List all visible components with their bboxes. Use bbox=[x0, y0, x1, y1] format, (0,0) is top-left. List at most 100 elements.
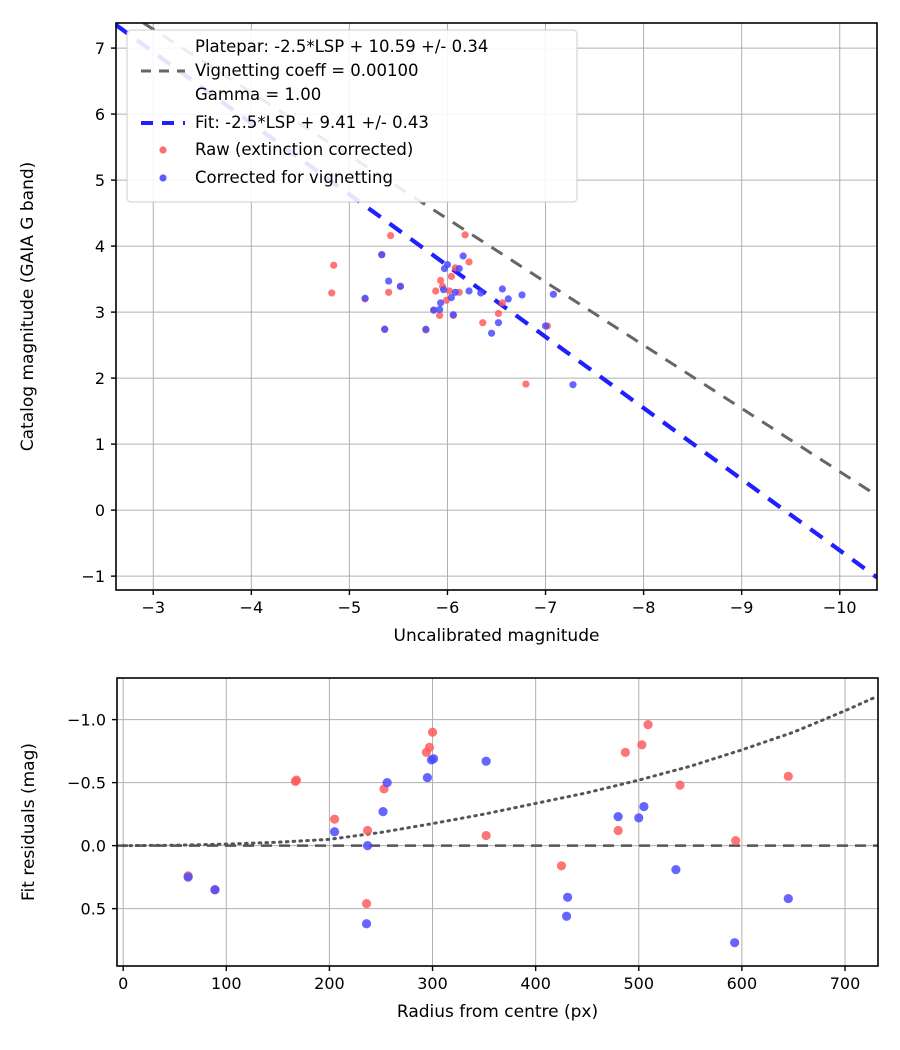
y-tick-label: 0.5 bbox=[81, 900, 106, 919]
panel-fit-residuals: 0 100 200 300 400 500 600 700 0.5 0.0 −0.5 −1.0 Radi… bbox=[19, 677, 879, 1022]
y-tick-label: 7 bbox=[95, 39, 105, 58]
y-axis-label: Catalog magnitude (GAIA G band) bbox=[18, 162, 38, 452]
x-tick-label: −6 bbox=[436, 598, 460, 617]
y-tick-label: 0 bbox=[95, 501, 105, 520]
data-point bbox=[436, 311, 444, 320]
y-tick-label: 2 bbox=[95, 369, 105, 388]
data-point bbox=[465, 287, 473, 295]
x-tick-label: −7 bbox=[534, 598, 558, 617]
y-tick-label: 3 bbox=[95, 303, 105, 322]
data-point bbox=[329, 827, 340, 837]
legend-dot-marker bbox=[159, 174, 167, 182]
data-point bbox=[637, 740, 647, 750]
data-point bbox=[643, 720, 653, 730]
data-point bbox=[498, 285, 506, 293]
data-point bbox=[427, 727, 438, 737]
x-axis-label: Radius from centre (px) bbox=[397, 1002, 598, 1022]
data-point bbox=[556, 861, 567, 871]
axes-frame bbox=[116, 677, 879, 967]
data-point bbox=[569, 381, 577, 389]
x-tick-label: −10 bbox=[823, 598, 857, 617]
data-point bbox=[730, 938, 740, 948]
x-tick-label: 500 bbox=[623, 974, 654, 993]
legend-entry-label: Raw (extinction corrected) bbox=[195, 140, 413, 159]
data-point bbox=[210, 885, 220, 895]
data-point bbox=[461, 231, 469, 239]
data-point bbox=[329, 814, 340, 824]
data-point bbox=[385, 277, 393, 285]
data-point bbox=[561, 911, 572, 921]
data-point bbox=[522, 380, 530, 388]
data-point bbox=[541, 322, 550, 330]
data-point bbox=[487, 329, 496, 337]
y-tick-label: 6 bbox=[95, 105, 105, 124]
data-point bbox=[451, 288, 459, 296]
data-point bbox=[183, 872, 193, 882]
legend: Platepar: -2.5*LSP + 10.59 +/- 0.34 Vigne… bbox=[126, 29, 578, 203]
data-point bbox=[477, 289, 485, 297]
data-point bbox=[620, 747, 630, 757]
legend-entry-label: Corrected for vignetting bbox=[195, 168, 393, 187]
data-point bbox=[447, 293, 455, 302]
y-tick-label: 0.0 bbox=[81, 837, 106, 856]
data-point bbox=[291, 775, 302, 785]
data-point bbox=[330, 261, 338, 269]
data-point bbox=[455, 264, 463, 273]
data-point bbox=[518, 291, 526, 299]
data-point bbox=[378, 251, 386, 259]
data-point bbox=[424, 742, 435, 752]
data-point bbox=[675, 780, 685, 790]
series-corrected bbox=[361, 251, 577, 389]
x-tick-label: 0 bbox=[118, 974, 128, 993]
data-point bbox=[396, 282, 404, 290]
x-tick-label: −3 bbox=[141, 598, 165, 617]
legend-dot-marker bbox=[159, 146, 167, 154]
data-layer bbox=[117, 695, 878, 948]
data-point bbox=[504, 295, 512, 303]
legend-entry-label: Fit: -2.5*LSP + 9.41 +/- 0.43 bbox=[195, 113, 429, 132]
y-tick-label: 4 bbox=[95, 237, 105, 256]
x-tick-label: −8 bbox=[632, 598, 656, 617]
data-point bbox=[361, 919, 372, 929]
data-point bbox=[465, 258, 473, 266]
legend-entry-label: Vignetting coeff = 0.00100 bbox=[195, 61, 419, 80]
data-point bbox=[563, 892, 573, 902]
y-tick-label: −1.0 bbox=[67, 711, 106, 730]
data-point bbox=[445, 287, 454, 295]
y-tick-label: −1 bbox=[81, 567, 105, 586]
x-tick-label: −5 bbox=[338, 598, 362, 617]
data-point bbox=[443, 260, 452, 269]
data-point bbox=[381, 325, 389, 333]
x-axis-label: Uncalibrated magnitude bbox=[394, 626, 600, 646]
vignetting-curve bbox=[121, 695, 878, 848]
x-tick-label: 600 bbox=[727, 974, 758, 993]
legend-entry-label: Platepar: -2.5*LSP + 10.59 +/- 0.34 bbox=[195, 37, 488, 56]
data-point bbox=[494, 319, 503, 327]
data-point bbox=[783, 771, 793, 781]
data-point bbox=[549, 290, 557, 298]
data-point bbox=[432, 287, 440, 295]
data-point bbox=[378, 807, 388, 817]
y-tick-label: −0.5 bbox=[67, 774, 106, 793]
x-tick-label: 300 bbox=[417, 974, 448, 993]
data-point bbox=[422, 325, 430, 333]
data-point bbox=[634, 813, 644, 823]
data-point bbox=[437, 276, 445, 285]
data-point bbox=[481, 830, 491, 841]
data-point bbox=[447, 272, 455, 281]
data-point bbox=[639, 801, 649, 812]
data-point bbox=[494, 309, 503, 318]
data-point bbox=[481, 756, 491, 766]
x-tick-label: −4 bbox=[240, 598, 264, 617]
data-point bbox=[613, 825, 623, 836]
data-point bbox=[362, 825, 373, 836]
data-point bbox=[422, 772, 432, 783]
x-tick-label: 400 bbox=[520, 974, 551, 993]
data-point bbox=[439, 286, 448, 294]
data-point bbox=[613, 812, 623, 822]
data-point bbox=[430, 306, 438, 314]
data-point bbox=[361, 294, 369, 302]
data-point bbox=[498, 299, 506, 307]
data-point bbox=[459, 252, 467, 260]
legend-box bbox=[126, 29, 578, 203]
